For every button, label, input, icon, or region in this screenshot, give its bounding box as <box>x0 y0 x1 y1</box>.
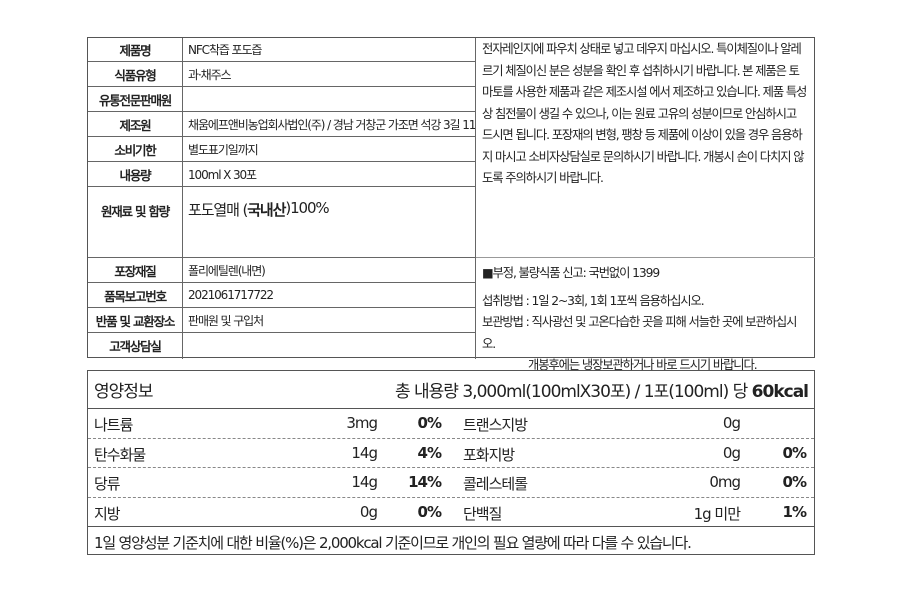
report-line: ■부정, 불량식품 신고: 국번없이 1399 <box>482 266 660 280</box>
nutrient-amount: 0g <box>722 414 741 432</box>
nutrition-row: 지방 0g 0% 단백질 1g 미만 1% <box>88 498 814 527</box>
info-value: 폴리에틸렌(내면) <box>183 258 476 283</box>
info-value <box>183 87 476 112</box>
info-value: 과·채주스 <box>183 62 476 87</box>
nutrient-amount: 0mg <box>709 473 741 491</box>
info-value: 100ml X 30포 <box>183 162 476 187</box>
serving-info: 총 내용량 3,000ml(100mlX30포) / 1포(100ml) 당 6… <box>394 377 809 402</box>
info-value: 포도열매 (국내산)100% <box>183 187 476 258</box>
nutrient-percent: 0% <box>782 443 807 462</box>
info-label: 제조원 <box>88 112 183 137</box>
nutrient-amount: 1g 미만 <box>693 504 741 523</box>
nutrient-percent: 4% <box>417 443 442 462</box>
nutrient-name: 당류 <box>94 475 121 493</box>
nutrient-percent: 0% <box>417 502 442 521</box>
info-label: 고객상담실 <box>88 333 183 359</box>
nutrient-amount: 0g <box>359 502 378 521</box>
serving-text: 총 내용량 3,000ml(100mlX30포) / 1포(100ml) 당 <box>394 382 752 402</box>
nutrient-name: 탄수화물 <box>94 445 146 464</box>
nutrient-amount: 3mg <box>346 414 378 432</box>
value-post: )100% <box>285 199 329 217</box>
info-label: 원재료 및 함량 <box>88 187 183 258</box>
intake-line: 섭취방법 : 1일 2~3회, 1회 1포씩 음용하십시오. <box>482 293 705 308</box>
info-label: 제품명 <box>88 38 183 62</box>
info-label: 소비기한 <box>88 137 183 162</box>
nutrition-header: 영양정보 총 내용량 3,000ml(100mlX30포) / 1포(100ml… <box>88 371 814 409</box>
product-info-table: 전자레인지에 파우치 상태로 넣고 데우지 마십시오. 특이체질이나 알레르기 … <box>87 37 815 372</box>
info-label: 포장재질 <box>88 258 183 283</box>
origin: 국내산 <box>247 201 286 219</box>
nutrition-row: 당류 14g 14% 콜레스테롤 0mg 0% <box>88 468 814 498</box>
info-label: 반품 및 교환장소 <box>88 308 183 333</box>
storage-line-2: 개봉후에는 냉장보관하거나 바로 드시기 바랍니다. <box>528 358 758 372</box>
nutrient-name: 나트륨 <box>94 416 133 434</box>
info-label: 식품유형 <box>88 62 183 87</box>
info-value: 2021061717722 <box>183 283 476 308</box>
info-value: NFC착즙 포도즙 <box>183 38 476 62</box>
nutrition-footnote: 1일 영양성분 기준치에 대한 비율(%)은 2,000kcal 기준이므로 개… <box>94 534 692 552</box>
info-value: 별도표기일까지 <box>183 137 476 162</box>
info-value: 채움에프앤비농업회사법인(주) / 경남 거창군 가조면 석강 3길 112 <box>183 112 476 137</box>
nutrient-name: 포화지방 <box>463 445 515 464</box>
nutrition-row: 나트륨 3mg 0% 트랜스지방 0g <box>88 409 814 439</box>
nutrient-percent: 14% <box>408 473 442 491</box>
nutrient-name: 트랜스지방 <box>463 416 528 434</box>
info-label: 품목보고번호 <box>88 283 183 308</box>
nutrient-percent: 0% <box>782 473 807 491</box>
nutrient-amount: 14g <box>351 473 378 491</box>
nutrition-title: 영양정보 <box>94 382 154 402</box>
nutrient-amount: 14g <box>351 443 378 462</box>
info-value: 판매원 및 구입처 <box>183 308 476 333</box>
storage-line: 보관방법 : 직사광선 및 고온다습한 곳을 피해 서늘한 곳에 보관하십시오. <box>482 315 797 351</box>
nutrient-amount: 0g <box>722 443 741 462</box>
nutrient-name: 단백질 <box>463 504 502 523</box>
notice-block: ■부정, 불량식품 신고: 국번없이 1399 섭취방법 : 1일 2~3회, … <box>476 258 815 372</box>
value-pre: 포도열매 ( <box>188 201 248 219</box>
nutrient-percent: 1% <box>782 502 807 521</box>
info-value <box>183 333 476 359</box>
nutrient-percent: 0% <box>417 414 442 432</box>
kcal: 60kcal <box>751 382 809 402</box>
nutrient-name: 콜레스테롤 <box>463 475 528 493</box>
caution-text: 전자레인지에 파우치 상태로 넣고 데우지 마십시오. 특이체질이나 알레르기 … <box>476 38 815 258</box>
nutrition-table: 영양정보 총 내용량 3,000ml(100mlX30포) / 1포(100ml… <box>87 370 815 555</box>
info-label: 내용량 <box>88 162 183 187</box>
info-label: 유통전문판매원 <box>88 87 183 112</box>
nutrient-name: 지방 <box>94 504 121 523</box>
nutrition-row: 탄수화물 14g 4% 포화지방 0g 0% <box>88 439 814 468</box>
